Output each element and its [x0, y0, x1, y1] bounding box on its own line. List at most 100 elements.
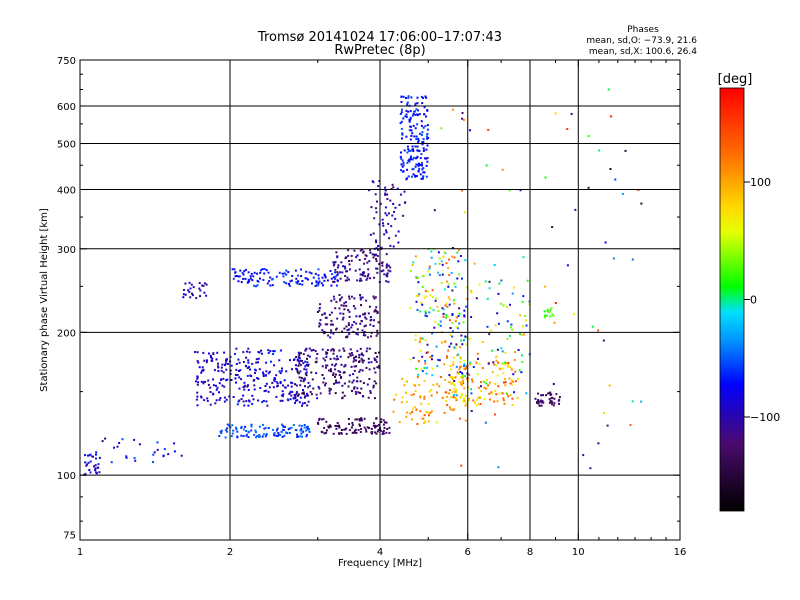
data-point [449, 364, 452, 367]
data-point [554, 112, 557, 115]
data-point [272, 350, 275, 353]
data-point [452, 396, 455, 398]
data-point [220, 429, 223, 432]
data-point [292, 424, 295, 426]
data-point [432, 309, 435, 312]
data-point [184, 282, 187, 285]
data-point [419, 337, 422, 340]
data-point [300, 352, 302, 355]
data-point [421, 370, 424, 372]
data-point [236, 403, 239, 406]
data-point [497, 292, 500, 295]
data-point [540, 404, 543, 407]
data-point [339, 271, 341, 274]
data-point [305, 270, 308, 273]
data-point [414, 102, 417, 105]
data-point [317, 268, 320, 271]
data-point [361, 329, 364, 332]
data-point [549, 315, 552, 318]
data-point [405, 109, 408, 112]
data-point [256, 279, 259, 282]
data-point [480, 381, 482, 383]
data-point [294, 395, 297, 398]
data-point [275, 395, 278, 398]
data-point [264, 374, 267, 377]
data-point [424, 314, 427, 317]
data-point [403, 190, 406, 193]
data-point [380, 418, 383, 421]
data-point [476, 399, 478, 402]
data-point [505, 362, 508, 365]
data-point [359, 277, 362, 280]
data-point [334, 424, 337, 427]
colorbar [719, 87, 745, 512]
data-point [373, 276, 376, 279]
data-point [425, 372, 428, 375]
data-point [409, 125, 412, 128]
data-point [449, 333, 452, 336]
data-point [296, 358, 299, 361]
data-point [207, 379, 210, 382]
data-point [460, 339, 463, 342]
data-points [83, 88, 643, 476]
data-point [406, 380, 408, 383]
data-point [375, 417, 378, 420]
data-point [240, 398, 243, 400]
data-point [465, 305, 468, 308]
data-point [436, 391, 439, 394]
data-point [445, 262, 448, 265]
data-point [488, 333, 491, 336]
data-point [261, 352, 263, 355]
data-point [451, 289, 454, 292]
data-point [401, 132, 404, 135]
data-point [378, 351, 380, 354]
data-point [524, 315, 527, 317]
data-point [305, 435, 308, 438]
data-point [364, 257, 367, 260]
data-point [453, 356, 455, 359]
data-point [205, 283, 208, 286]
data-point [294, 397, 297, 400]
data-point [446, 404, 449, 407]
data-point [386, 272, 389, 275]
data-point [369, 277, 372, 280]
data-point [240, 378, 243, 381]
data-point [418, 167, 421, 170]
data-point [367, 357, 370, 360]
data-point [303, 426, 306, 429]
data-point [264, 426, 267, 429]
data-point [243, 428, 245, 431]
data-point [426, 160, 429, 163]
data-point [360, 387, 363, 390]
data-point [242, 277, 245, 280]
data-point [230, 435, 233, 438]
data-point [469, 289, 472, 292]
data-point [424, 289, 427, 292]
data-point [298, 351, 301, 354]
data-point [348, 278, 351, 281]
data-point [401, 377, 404, 380]
data-point [631, 400, 634, 403]
data-point [518, 369, 521, 372]
data-point [351, 421, 354, 424]
data-point [244, 268, 247, 271]
data-point [419, 338, 422, 341]
data-point [455, 325, 458, 328]
data-point [206, 399, 209, 402]
data-point [406, 411, 409, 414]
data-point [441, 273, 444, 276]
data-point [242, 394, 245, 397]
data-point [377, 248, 379, 251]
data-point [246, 385, 249, 388]
data-point [302, 430, 305, 433]
data-point [416, 149, 419, 152]
data-point [422, 171, 425, 174]
data-point [269, 284, 272, 287]
data-point [458, 273, 461, 276]
data-point [295, 384, 298, 387]
data-point [387, 222, 390, 225]
data-point [328, 389, 331, 392]
data-point [463, 364, 465, 367]
data-point [167, 453, 170, 456]
data-point [265, 400, 268, 403]
